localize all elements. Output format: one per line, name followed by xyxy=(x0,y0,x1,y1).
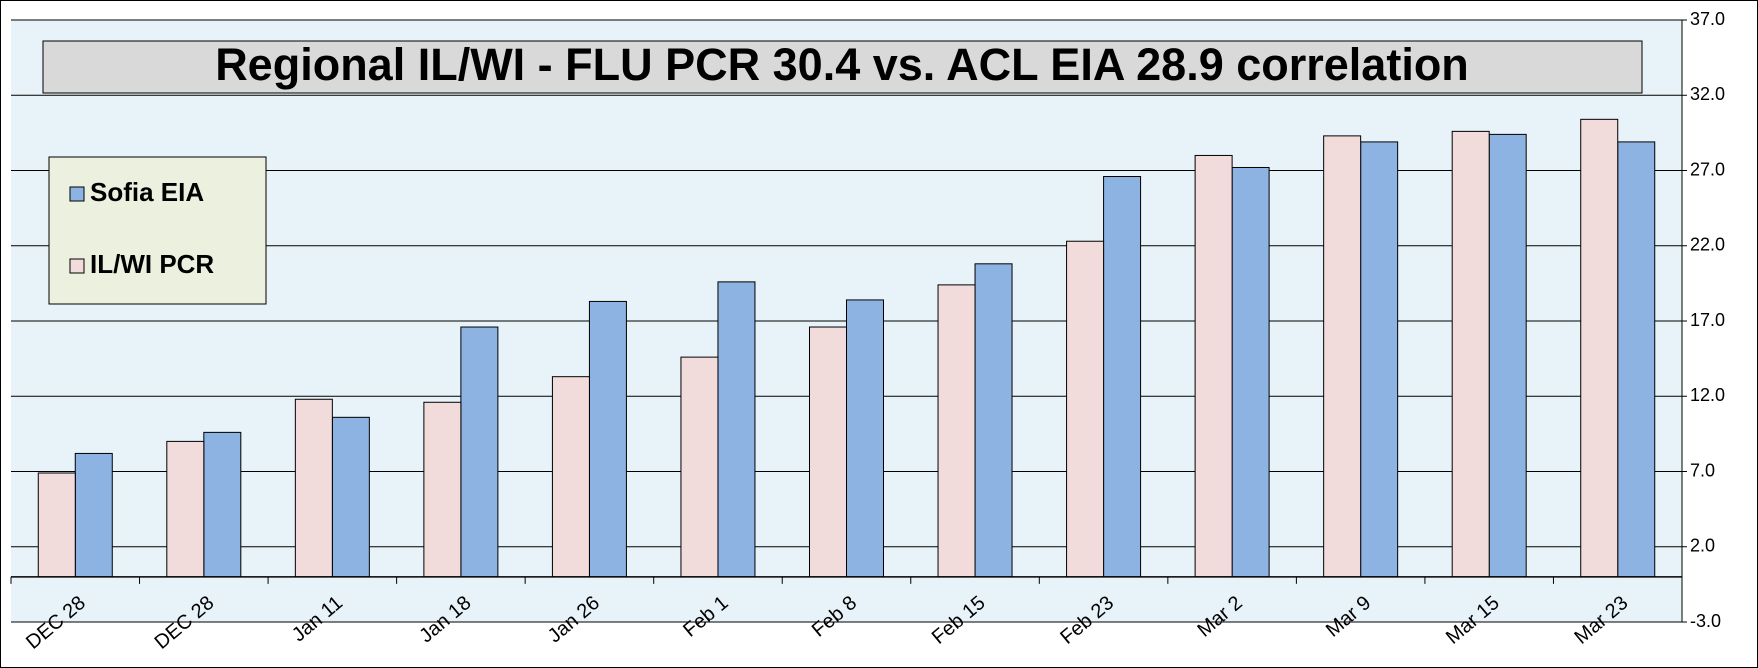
bar xyxy=(74,452,113,578)
bar xyxy=(1360,141,1399,578)
bar xyxy=(551,376,590,578)
y-tick-label: 12.0 xyxy=(1690,385,1725,405)
title-box xyxy=(42,40,1643,94)
bar xyxy=(1194,154,1233,578)
y-tick-label: -3.0 xyxy=(1690,611,1721,631)
bar xyxy=(166,440,205,578)
bar xyxy=(588,300,627,578)
bar xyxy=(423,401,462,578)
bar xyxy=(1323,135,1362,578)
bar xyxy=(203,431,242,578)
y-tick-label: 37.0 xyxy=(1690,9,1725,29)
bar xyxy=(974,263,1013,578)
bar xyxy=(937,284,976,578)
bar xyxy=(1103,176,1142,578)
bar xyxy=(809,326,847,578)
bar xyxy=(1488,133,1527,578)
bar xyxy=(1066,240,1105,578)
legend-swatch xyxy=(69,186,85,202)
y-tick-label: 32.0 xyxy=(1690,84,1725,104)
legend-box xyxy=(48,156,267,305)
legend-label: IL/WI PCR xyxy=(90,249,214,279)
bar xyxy=(331,416,370,578)
bar xyxy=(1617,141,1656,578)
y-tick-label: 17.0 xyxy=(1690,310,1725,330)
bar xyxy=(460,326,499,578)
bar xyxy=(680,356,719,578)
bar xyxy=(37,472,76,578)
bar xyxy=(1451,130,1490,578)
bar xyxy=(294,398,333,578)
chart-title: Regional IL/WI - FLU PCR 30.4 vs. ACL EI… xyxy=(215,39,1469,90)
y-tick-label: 27.0 xyxy=(1690,159,1725,179)
legend-label: Sofia EIA xyxy=(90,177,204,207)
bar xyxy=(846,299,884,578)
y-tick-label: 22.0 xyxy=(1690,235,1725,255)
y-tick-label: 7.0 xyxy=(1690,460,1715,480)
bar xyxy=(717,281,756,578)
bar xyxy=(1580,118,1619,578)
bar xyxy=(1231,166,1270,578)
legend-swatch xyxy=(69,258,85,274)
y-tick-label: 2.0 xyxy=(1690,536,1715,556)
